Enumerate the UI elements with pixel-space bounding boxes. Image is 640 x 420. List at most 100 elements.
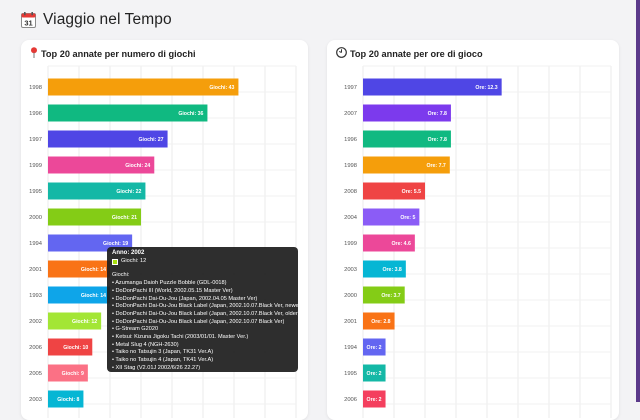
clock-icon bbox=[336, 47, 347, 60]
games-data-label: Giochi: 27 bbox=[138, 137, 163, 143]
hours-bar[interactable] bbox=[363, 208, 420, 226]
hours-tick-label: 1996 bbox=[344, 137, 357, 143]
games-data-label: Giochi: 12 bbox=[72, 319, 97, 325]
hours-bar[interactable] bbox=[363, 130, 451, 148]
hours-bar[interactable] bbox=[363, 312, 395, 330]
hours-tick-label: 2006 bbox=[344, 397, 357, 403]
games-bar[interactable] bbox=[48, 130, 168, 148]
games-data-label: Giochi: 21 bbox=[112, 215, 137, 221]
games-bar[interactable] bbox=[48, 260, 110, 278]
bar-chart-hours: 1997 Ore: 12.3 2007 Ore: 7.8 1996 Ore: 7.8 199… bbox=[344, 65, 612, 418]
chart-title-games: Top 20 annate per numero di giochi bbox=[30, 47, 196, 60]
hours-bar[interactable] bbox=[363, 286, 405, 304]
hours-data-label: Ore: 2 bbox=[367, 371, 382, 377]
hours-tick-label: 2004 bbox=[344, 215, 358, 221]
games-data-label: Giochi: 19 bbox=[103, 241, 128, 247]
chart-title-hours: Top 20 annate per ore di gioco bbox=[336, 47, 483, 60]
games-tick-label: 1996 bbox=[29, 111, 42, 117]
tooltip-game-item: • XII Stag (V2.01J 2002/6/26 22.27) bbox=[112, 364, 201, 371]
games-data-label: Giochi: 14 bbox=[81, 293, 106, 299]
hours-data-label: Ore: 2 bbox=[367, 345, 382, 351]
hours-data-label: Ore: 4.6 bbox=[392, 241, 411, 247]
games-tick-label: 1999 bbox=[29, 163, 42, 169]
games-tick-label: 1998 bbox=[29, 85, 42, 91]
games-tick-label: 1995 bbox=[29, 189, 42, 195]
hours-bar[interactable] bbox=[363, 104, 451, 122]
games-bar[interactable] bbox=[48, 104, 208, 122]
hours-data-label: Ore: 12.3 bbox=[475, 85, 497, 91]
games-tick-label: 2006 bbox=[29, 345, 42, 351]
games-bar[interactable] bbox=[48, 312, 102, 330]
hours-bar[interactable] bbox=[363, 338, 386, 356]
calendar-31-icon: 31 bbox=[21, 12, 36, 28]
window-edge-strip bbox=[636, 0, 640, 402]
hours-bar[interactable] bbox=[363, 364, 386, 382]
tooltip-game-item: • Azumanga Daioh Puzzle Bobble (GDL-0018… bbox=[112, 280, 227, 287]
pin-icon bbox=[30, 47, 38, 60]
tooltip-game-item: • DoDonPachi Dai-Ou-Jou (Japan, 2002.04.… bbox=[112, 295, 258, 302]
tooltip-game-item: • Taiko no Tatsujin 3 (Japan, TK31 Ver.A… bbox=[112, 349, 214, 356]
hours-data-label: Ore: 5.5 bbox=[402, 189, 421, 195]
tooltip-spacer bbox=[112, 265, 293, 272]
games-data-label: Giochi: 9 bbox=[62, 371, 84, 377]
tooltip-list-header: Giochi: bbox=[112, 272, 130, 279]
hours-tick-label: 2007 bbox=[344, 111, 357, 117]
hours-bar[interactable] bbox=[363, 156, 450, 174]
svg-text:31: 31 bbox=[24, 19, 32, 28]
hours-bar[interactable] bbox=[363, 260, 406, 278]
games-bar[interactable] bbox=[48, 286, 110, 304]
games-bar[interactable] bbox=[48, 156, 155, 174]
games-bar[interactable] bbox=[48, 182, 146, 200]
tooltip-game-item: • DoDonPachi Dai-Ou-Jou Black Label (Jap… bbox=[112, 318, 285, 325]
tooltip-game-item: • Metal Slug 4 (NGH-2630) bbox=[112, 341, 179, 348]
hours-data-label: Ore: 7.8 bbox=[428, 111, 447, 117]
chart-card-hours: Top 20 annate per ore di gioco 1997 Ore: … bbox=[327, 40, 619, 420]
tooltip-game-item: • DoDonPachi Dai-Ou-Jou Black Label (Jap… bbox=[112, 303, 303, 310]
games-bar[interactable] bbox=[48, 78, 239, 96]
games-tick-label: 2003 bbox=[29, 397, 42, 403]
games-data-label: Giochi: 22 bbox=[116, 189, 141, 195]
page-title: Viaggio nel Tempo bbox=[43, 11, 172, 28]
chart-title-games-text: Top 20 annate per numero di giochi bbox=[41, 48, 196, 59]
games-data-label: Giochi: 43 bbox=[209, 85, 234, 91]
games-data-label: Giochi: 8 bbox=[57, 397, 79, 403]
tooltip-value: Giochi: 12 bbox=[121, 257, 147, 264]
hours-tick-label: 2001 bbox=[344, 319, 357, 325]
hours-data-label: Ore: 2.8 bbox=[371, 319, 390, 325]
games-tick-label: 2002 bbox=[29, 319, 42, 325]
hours-tick-label: 2008 bbox=[344, 189, 357, 195]
hours-tick-label: 2000 bbox=[344, 293, 357, 299]
hours-data-label: Ore: 5 bbox=[400, 215, 415, 221]
tooltip-game-item: • Taiko no Tatsujin 4 (Japan, TK41 Ver.A… bbox=[112, 357, 214, 364]
games-data-label: Giochi: 10 bbox=[63, 345, 88, 351]
games-data-label: Giochi: 36 bbox=[178, 111, 203, 117]
hours-tick-label: 1998 bbox=[344, 163, 357, 169]
hours-tick-label: 1995 bbox=[344, 371, 357, 377]
tooltip-game-item: • Ketsui: Kizuna Jigoku Tachi (2003/01/0… bbox=[112, 334, 249, 341]
hours-bar[interactable] bbox=[363, 78, 502, 96]
games-tick-label: 2005 bbox=[29, 371, 42, 377]
games-bar[interactable] bbox=[48, 364, 88, 382]
tooltip-game-item: • DoDonPachi Dai-Ou-Jou Black Label (Jap… bbox=[112, 310, 300, 317]
hours-bar[interactable] bbox=[363, 182, 425, 200]
chart-card-games: Top 20 annate per numero di giochi 1998 G… bbox=[21, 40, 308, 420]
tooltip-game-item: • G-Stream G2020 bbox=[112, 326, 159, 333]
games-tick-label: 1993 bbox=[29, 293, 42, 299]
hours-bar[interactable] bbox=[363, 234, 415, 252]
games-bar[interactable] bbox=[48, 338, 93, 356]
games-bar[interactable] bbox=[48, 208, 141, 226]
tooltip-color-swatch bbox=[112, 258, 118, 265]
hours-tick-label: 1999 bbox=[344, 241, 357, 247]
tooltip-game-list: • Azumanga Daioh Puzzle Bobble (GDL-0018… bbox=[112, 280, 303, 372]
page-header: 31 Viaggio nel Tempo bbox=[21, 9, 172, 31]
hours-data-label: Ore: 3.8 bbox=[383, 267, 402, 273]
tooltip-title: Anno: 2002 bbox=[112, 250, 145, 256]
games-tick-label: 2000 bbox=[29, 215, 42, 221]
hours-data-label: Ore: 3.7 bbox=[381, 293, 400, 299]
chart-title-hours-text: Top 20 annate per ore di gioco bbox=[350, 48, 483, 59]
games-tick-label: 1994 bbox=[29, 241, 43, 247]
games-tick-label: 2001 bbox=[29, 267, 42, 273]
hours-data-label: Ore: 7.7 bbox=[426, 163, 445, 169]
games-tick-label: 1997 bbox=[29, 137, 42, 143]
tooltip-value-row: Giochi: 12 bbox=[112, 258, 293, 266]
